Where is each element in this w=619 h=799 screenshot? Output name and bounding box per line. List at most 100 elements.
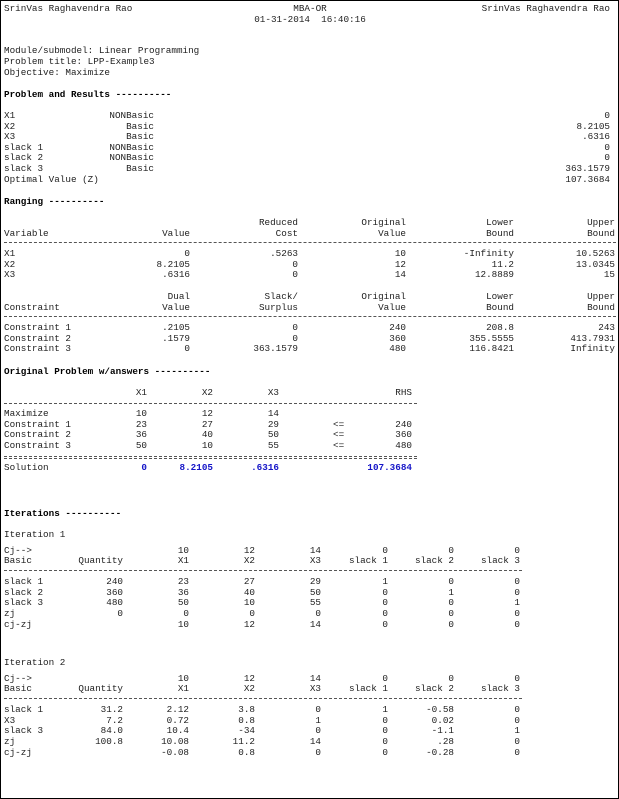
ranging-cell: 10.5263 [575, 248, 615, 259]
ranging-cell: 355.5555 [469, 332, 514, 344]
iteration-cell: 0 [382, 597, 388, 609]
iteration-cell: 1 [382, 704, 388, 716]
solution-label: Solution [4, 462, 49, 473]
iteration-cell: 10 [177, 618, 189, 630]
iteration-row-label: X3 [4, 714, 16, 726]
original-header-x3: X3 [267, 387, 279, 398]
iteration-cell: 360 [106, 586, 123, 598]
iteration-cell: 10.08 [161, 735, 189, 747]
iteration-cell: 0 [448, 618, 454, 630]
ranging-header-top: Lower [486, 291, 514, 302]
ranging-cell: .6316 [162, 269, 190, 281]
iteration-cell: 55 [309, 597, 321, 609]
cj-value: 14 [309, 544, 321, 556]
divider-line [4, 456, 417, 457]
results-heading: Problem and Results ---------- [4, 89, 172, 100]
original-rhs: 240 [395, 418, 412, 430]
cj-value: 0 [514, 672, 520, 684]
ranging-header-top: Original [361, 217, 406, 228]
ranging-header-top: Lower [486, 217, 514, 228]
iteration-cell: 50 [309, 586, 321, 598]
iteration-header: X1 [177, 683, 189, 695]
cj-value: 0 [382, 544, 388, 556]
iteration-row-label: slack 1 [4, 704, 44, 716]
solution-x2: 8.2105 [179, 462, 213, 473]
iteration-cell: 10 [243, 597, 255, 609]
ranging-header-bottom: Cost [275, 227, 298, 239]
cj-value: 12 [243, 544, 255, 556]
cj-value: 0 [514, 544, 520, 556]
ranging-cell: 0 [292, 258, 298, 270]
original-sign: <= [333, 429, 345, 441]
iteration-cell: 31.2 [100, 704, 123, 716]
ranging-variable: X1 [4, 248, 16, 259]
iteration-cell: 0 [514, 607, 520, 619]
ranging-cell: 0 [184, 248, 190, 259]
iteration-title: Iteration 1 [4, 529, 66, 540]
result-value: 0 [604, 110, 610, 121]
iteration-cell: 240 [106, 576, 123, 588]
iteration-cell: 3.8 [238, 704, 255, 716]
result-status: NONBasic [109, 110, 154, 121]
original-cell: 50 [267, 429, 279, 441]
iteration-cell: .28 [437, 735, 454, 747]
iteration-row-label: cj-zj [4, 618, 32, 630]
ranging-header-label: Variable [4, 227, 49, 239]
cj-value: 10 [177, 544, 189, 556]
ranging-header-bottom: Value [162, 227, 190, 239]
iteration-cell: 1 [382, 576, 388, 588]
ranging-cell: 0 [184, 343, 190, 355]
original-header-x1: X1 [135, 387, 147, 398]
ranging-cell: 12 [394, 258, 406, 270]
iteration-cell: 7.2 [106, 714, 123, 726]
original-cell: 27 [201, 418, 213, 430]
iteration-cell: -0.58 [426, 704, 454, 716]
objective-line: Objective: Maximize [4, 67, 111, 78]
iteration-row-label: zj [4, 607, 16, 619]
iteration-cell: 10.4 [166, 725, 189, 737]
ranging-header-bottom: Bound [587, 227, 615, 239]
cj-label: Cj--> [4, 544, 32, 556]
ranging-cell: 0 [292, 332, 298, 344]
iteration-cell: 0 [382, 735, 388, 747]
iteration-title: Iteration 2 [4, 657, 66, 668]
divider-line [4, 242, 616, 243]
original-sign: <= [333, 418, 345, 430]
iteration-cell: 0 [382, 607, 388, 619]
ranging-constraint: Constraint 3 [4, 343, 71, 355]
ranging-cell: 413.7931 [570, 332, 615, 344]
header-author-left: SrinVas Raghavendra Rao [4, 3, 133, 14]
ranging-header-top: Reduced [258, 217, 298, 228]
iteration-row-label: slack 1 [4, 576, 44, 588]
ranging-cell: 13.0345 [575, 258, 615, 270]
divider-line [4, 570, 522, 572]
original-cell: 12 [201, 408, 213, 419]
iteration-cell: 0 [183, 607, 189, 619]
iteration-cell: 0 [448, 607, 454, 619]
result-variable: X1 [4, 110, 16, 121]
ranging-variable: X3 [4, 269, 16, 281]
iteration-cell: 1 [514, 597, 520, 609]
result-variable: slack 2 [4, 152, 44, 164]
result-variable: Optimal Value (Z) [4, 173, 99, 185]
original-cell: 55 [267, 439, 279, 451]
ranging-header-bottom: Value [378, 227, 406, 239]
ranging-cell: 8.2105 [156, 258, 190, 270]
module-line: Module/submodel: Linear Programming [4, 45, 200, 56]
result-status: Basic [126, 120, 154, 132]
iteration-cell: 11.2 [232, 735, 255, 747]
cj-value: 12 [243, 672, 255, 684]
ranging-cell: .5263 [270, 248, 298, 259]
ranging-constraint: Constraint 2 [4, 332, 71, 344]
ranging-cell: 208.8 [486, 322, 514, 333]
result-variable: slack 1 [4, 141, 44, 153]
ranging-header-top: Upper [587, 291, 615, 302]
ranging-cell: 15 [603, 269, 615, 281]
iteration-cell: 40 [243, 586, 255, 598]
ranging-cell: 12.8889 [474, 269, 514, 281]
iteration-cell: 0.02 [431, 714, 454, 726]
original-sign: <= [333, 439, 345, 451]
iteration-row-label: slack 2 [4, 586, 44, 598]
ranging-cell: 0 [292, 322, 298, 333]
result-status: NONBasic [109, 152, 154, 164]
